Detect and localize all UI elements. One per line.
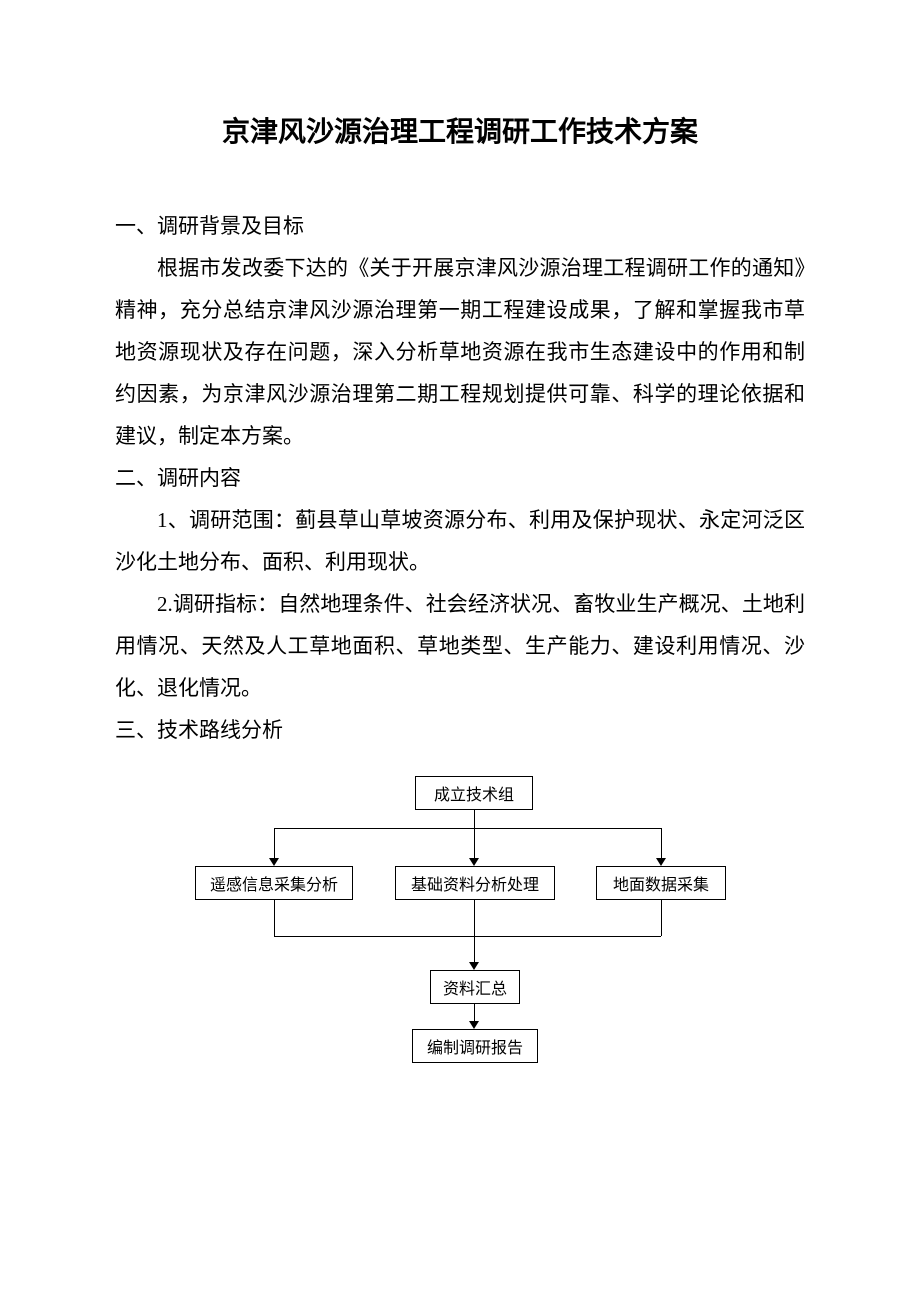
flow-connector [474, 810, 475, 828]
flow-node-establish-tech-group: 成立技术组 [415, 776, 533, 810]
flow-arrow [469, 858, 479, 866]
flow-node-ground-data-collection: 地面数据采集 [596, 866, 726, 900]
flow-node-label: 资料汇总 [443, 975, 507, 999]
flow-node-data-summary: 资料汇总 [430, 970, 520, 1004]
flow-node-label: 编制调研报告 [427, 1034, 523, 1058]
flow-node-label: 成立技术组 [434, 781, 514, 805]
document-title: 京津风沙源治理工程调研工作技术方案 [115, 110, 805, 150]
flow-connector [274, 828, 661, 829]
flow-connector [661, 900, 662, 936]
flow-connector [661, 828, 662, 858]
flow-node-compile-report: 编制调研报告 [412, 1029, 538, 1063]
flow-connector [474, 900, 475, 936]
section-2-paragraph-1: 1、调研范围：蓟县草山草坡资源分布、利用及保护现状、永定河泛区沙化土地分布、面积… [115, 499, 805, 583]
flow-node-basic-data-analysis: 基础资料分析处理 [395, 866, 555, 900]
section-1-paragraph-1: 根据市发改委下达的《关于开展京津风沙源治理工程调研工作的通知》精神，充分总结京津… [115, 247, 805, 457]
technical-route-flowchart: 成立技术组 遥感信息采集分析 基础资料分析处理 地面数据采集 资料汇总 编制调研… [180, 776, 740, 1066]
section-2-heading: 二、调研内容 [115, 457, 805, 499]
flow-node-label: 基础资料分析处理 [411, 871, 539, 895]
flow-node-remote-sensing: 遥感信息采集分析 [195, 866, 353, 900]
flow-connector [474, 1004, 475, 1021]
flow-node-label: 地面数据采集 [613, 871, 709, 895]
flow-arrow [656, 858, 666, 866]
section-1-heading: 一、调研背景及目标 [115, 205, 805, 247]
flow-arrow [469, 962, 479, 970]
flow-node-label: 遥感信息采集分析 [210, 871, 338, 895]
flow-connector [474, 936, 475, 962]
section-2-paragraph-2: 2.调研指标：自然地理条件、社会经济状况、畜牧业生产概况、土地利用情况、天然及人… [115, 583, 805, 709]
flow-arrow [469, 1021, 479, 1029]
flow-connector [274, 828, 275, 858]
section-3-heading: 三、技术路线分析 [115, 709, 805, 751]
flow-connector [474, 828, 475, 858]
flow-arrow [269, 858, 279, 866]
flow-connector [274, 900, 275, 936]
flow-connector [274, 936, 661, 937]
